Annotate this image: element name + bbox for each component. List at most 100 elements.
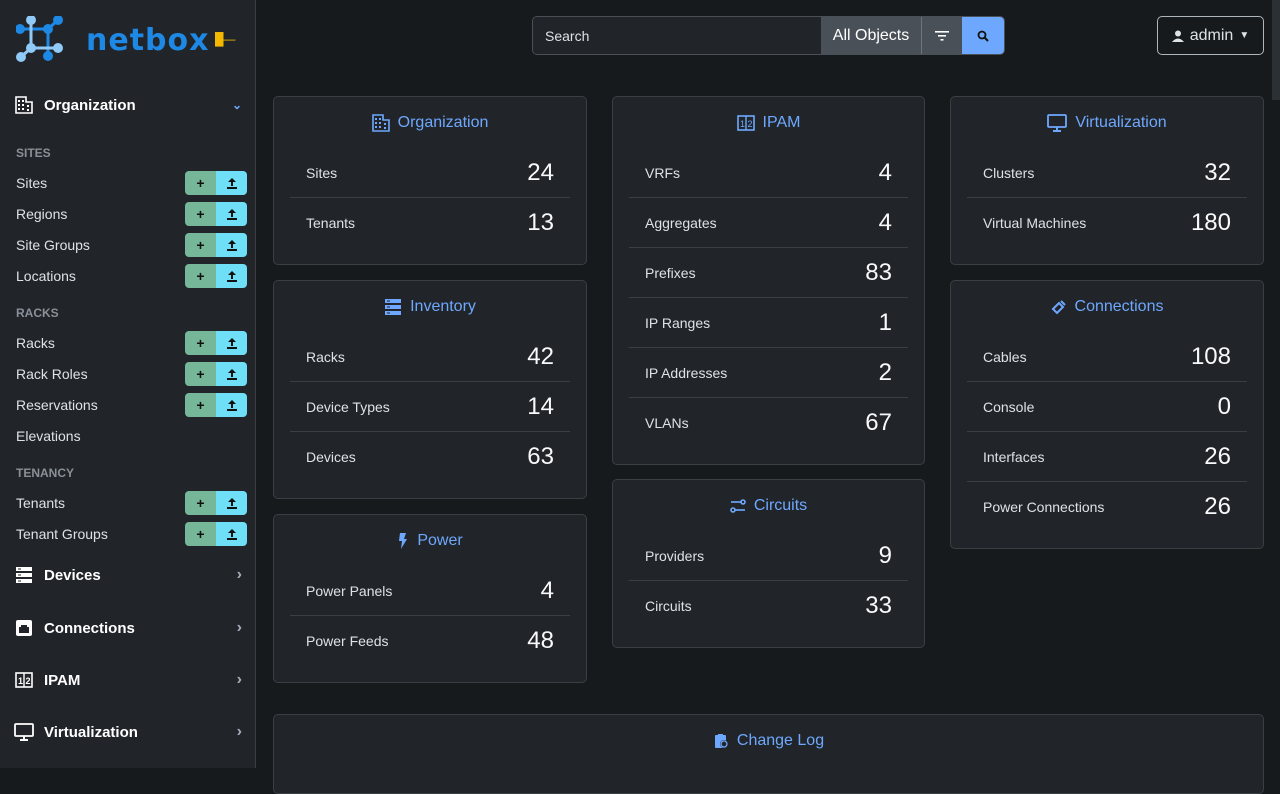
card-title-text: Power xyxy=(417,531,463,549)
stat-row-virtual-machines[interactable]: Virtual Machines 180 xyxy=(967,198,1247,248)
import-button[interactable] xyxy=(216,171,247,195)
sidebar-item-label: Tenants xyxy=(16,495,66,511)
add-button[interactable]: + xyxy=(185,331,216,355)
stat-row-providers[interactable]: Providers 9 xyxy=(629,531,908,581)
caret-down-icon: ▼ xyxy=(1239,30,1250,41)
stat-count: 42 xyxy=(527,342,554,370)
stat-row-device-types[interactable]: Device Types 14 xyxy=(290,382,570,432)
stat-count: 33 xyxy=(865,592,892,619)
stat-label: Devices xyxy=(306,449,356,465)
stat-count: 13 xyxy=(527,209,554,236)
clipboard-clock-icon xyxy=(713,733,729,749)
sidebar-item-tenant-groups[interactable]: Tenant Groups + xyxy=(16,522,247,546)
item-actions: + xyxy=(185,491,247,515)
sidebar-item-label: Reservations xyxy=(16,397,98,413)
stat-label: VLANs xyxy=(645,415,689,431)
stat-row-tenants[interactable]: Tenants 13 xyxy=(290,198,570,248)
stat-row-interfaces[interactable]: Interfaces 26 xyxy=(967,432,1247,482)
upload-icon xyxy=(226,208,237,220)
card-inventory: Inventory Racks 42 Device Types 14 Devices 63 xyxy=(273,280,587,499)
stat-row-console[interactable]: Console 0 xyxy=(967,382,1247,432)
add-button[interactable]: + xyxy=(185,491,216,515)
stat-row-devices[interactable]: Devices 63 xyxy=(290,432,570,482)
card-change-log: Change Log xyxy=(273,714,1264,794)
stat-row-racks[interactable]: Racks 42 xyxy=(290,332,570,382)
server-icon xyxy=(384,298,402,316)
chevron-right-icon: › xyxy=(236,671,242,688)
filter-button[interactable] xyxy=(922,17,962,54)
netbox-logo[interactable]: netbox xyxy=(16,16,209,64)
card-title-text: Organization xyxy=(397,113,489,131)
pin-icon[interactable]: █— xyxy=(215,32,236,46)
stat-row-sites[interactable]: Sites 24 xyxy=(290,148,570,198)
sidebar-item-regions[interactable]: Regions + xyxy=(16,202,247,226)
card-title-text: Change Log xyxy=(736,731,825,749)
stat-row-vrfs[interactable]: VRFs 4 xyxy=(629,148,908,198)
stat-row-power-panels[interactable]: Power Panels 4 xyxy=(290,566,570,616)
chevron-right-icon: › xyxy=(236,619,242,636)
stat-row-prefixes[interactable]: Prefixes 83 xyxy=(629,248,908,298)
sidebar-item-label: Elevations xyxy=(16,428,81,444)
filter-icon xyxy=(935,30,949,41)
search-input[interactable] xyxy=(533,17,821,54)
stat-row-power-feeds[interactable]: Power Feeds 48 xyxy=(290,616,570,666)
scrollbar[interactable] xyxy=(1272,0,1280,100)
add-button[interactable]: + xyxy=(185,171,216,195)
sidebar-item-locations[interactable]: Locations + xyxy=(16,264,247,288)
card-ipam: 1 2 IPAM VRFs 4 Aggregates 4 Prefixes 83 IP Range… xyxy=(612,96,925,465)
stat-count: 83 xyxy=(865,258,892,286)
search-scope-select[interactable]: All Objects xyxy=(821,17,922,54)
import-button[interactable] xyxy=(216,491,247,515)
add-button[interactable]: + xyxy=(185,362,216,386)
sidebar-item-racks[interactable]: Racks + xyxy=(16,331,247,355)
svg-text:1: 1 xyxy=(740,119,745,129)
stat-label: IP Ranges xyxy=(645,314,711,331)
stat-row-ip-ranges[interactable]: IP Ranges 1 xyxy=(629,298,908,348)
add-button[interactable]: + xyxy=(185,202,216,226)
sidebar-item-rack-roles[interactable]: Rack Roles + xyxy=(16,362,247,386)
stat-list: VRFs 4 Aggregates 4 Prefixes 83 IP Ranges 1 IP A… xyxy=(629,148,908,464)
sidebar-item-tenants[interactable]: Tenants + xyxy=(16,491,247,515)
nav-menu[interactable]: Connections › xyxy=(14,616,242,640)
card-title-text: Inventory xyxy=(410,297,476,315)
stat-row-ip-addresses[interactable]: IP Addresses 2 xyxy=(629,348,908,398)
stat-count: 24 xyxy=(527,158,554,186)
stat-row-vlans[interactable]: VLANs 67 xyxy=(629,398,908,448)
add-button[interactable]: + xyxy=(185,233,216,257)
stat-row-circuits[interactable]: Circuits 33 xyxy=(629,581,908,631)
add-button[interactable]: + xyxy=(185,264,216,288)
import-button[interactable] xyxy=(216,202,247,226)
upload-icon xyxy=(226,177,237,189)
stat-label: Power Connections xyxy=(983,499,1105,515)
nav-menu[interactable]: Virtualization › xyxy=(14,720,242,744)
import-button[interactable] xyxy=(216,264,247,288)
building-icon xyxy=(14,95,34,115)
search-button[interactable] xyxy=(962,17,1004,54)
import-button[interactable] xyxy=(216,331,247,355)
stat-row-power-connections[interactable]: Power Connections 26 xyxy=(967,482,1247,532)
import-button[interactable] xyxy=(216,522,247,546)
svg-text:1: 1 xyxy=(18,676,23,686)
sidebar-item-sites[interactable]: Sites + xyxy=(16,171,247,195)
nav-menu[interactable]: 1 2 IPAM › xyxy=(14,668,242,692)
stat-label: Power Panels xyxy=(306,582,393,599)
item-actions: + xyxy=(185,202,247,226)
add-button[interactable]: + xyxy=(185,393,216,417)
stat-row-aggregates[interactable]: Aggregates 4 xyxy=(629,198,908,248)
nav-label: Devices xyxy=(44,566,101,584)
nav-organization[interactable]: Organization ⌄ xyxy=(14,93,242,117)
sidebar-item-site-groups[interactable]: Site Groups + xyxy=(16,233,247,257)
sidebar-item-elevations[interactable]: Elevations xyxy=(16,424,247,448)
stat-row-cables[interactable]: Cables 108 xyxy=(967,332,1247,382)
upload-icon xyxy=(226,497,237,509)
import-button[interactable] xyxy=(216,393,247,417)
stat-row-clusters[interactable]: Clusters 32 xyxy=(967,148,1247,198)
import-button[interactable] xyxy=(216,233,247,257)
nav-menu[interactable]: Devices › xyxy=(14,563,242,587)
user-menu-button[interactable]: admin ▼ xyxy=(1157,16,1264,55)
add-button[interactable]: + xyxy=(185,522,216,546)
sidebar-item-label: Tenant Groups xyxy=(16,526,108,542)
sidebar-item-reservations[interactable]: Reservations + xyxy=(16,393,247,417)
upload-icon xyxy=(226,368,237,380)
import-button[interactable] xyxy=(216,362,247,386)
